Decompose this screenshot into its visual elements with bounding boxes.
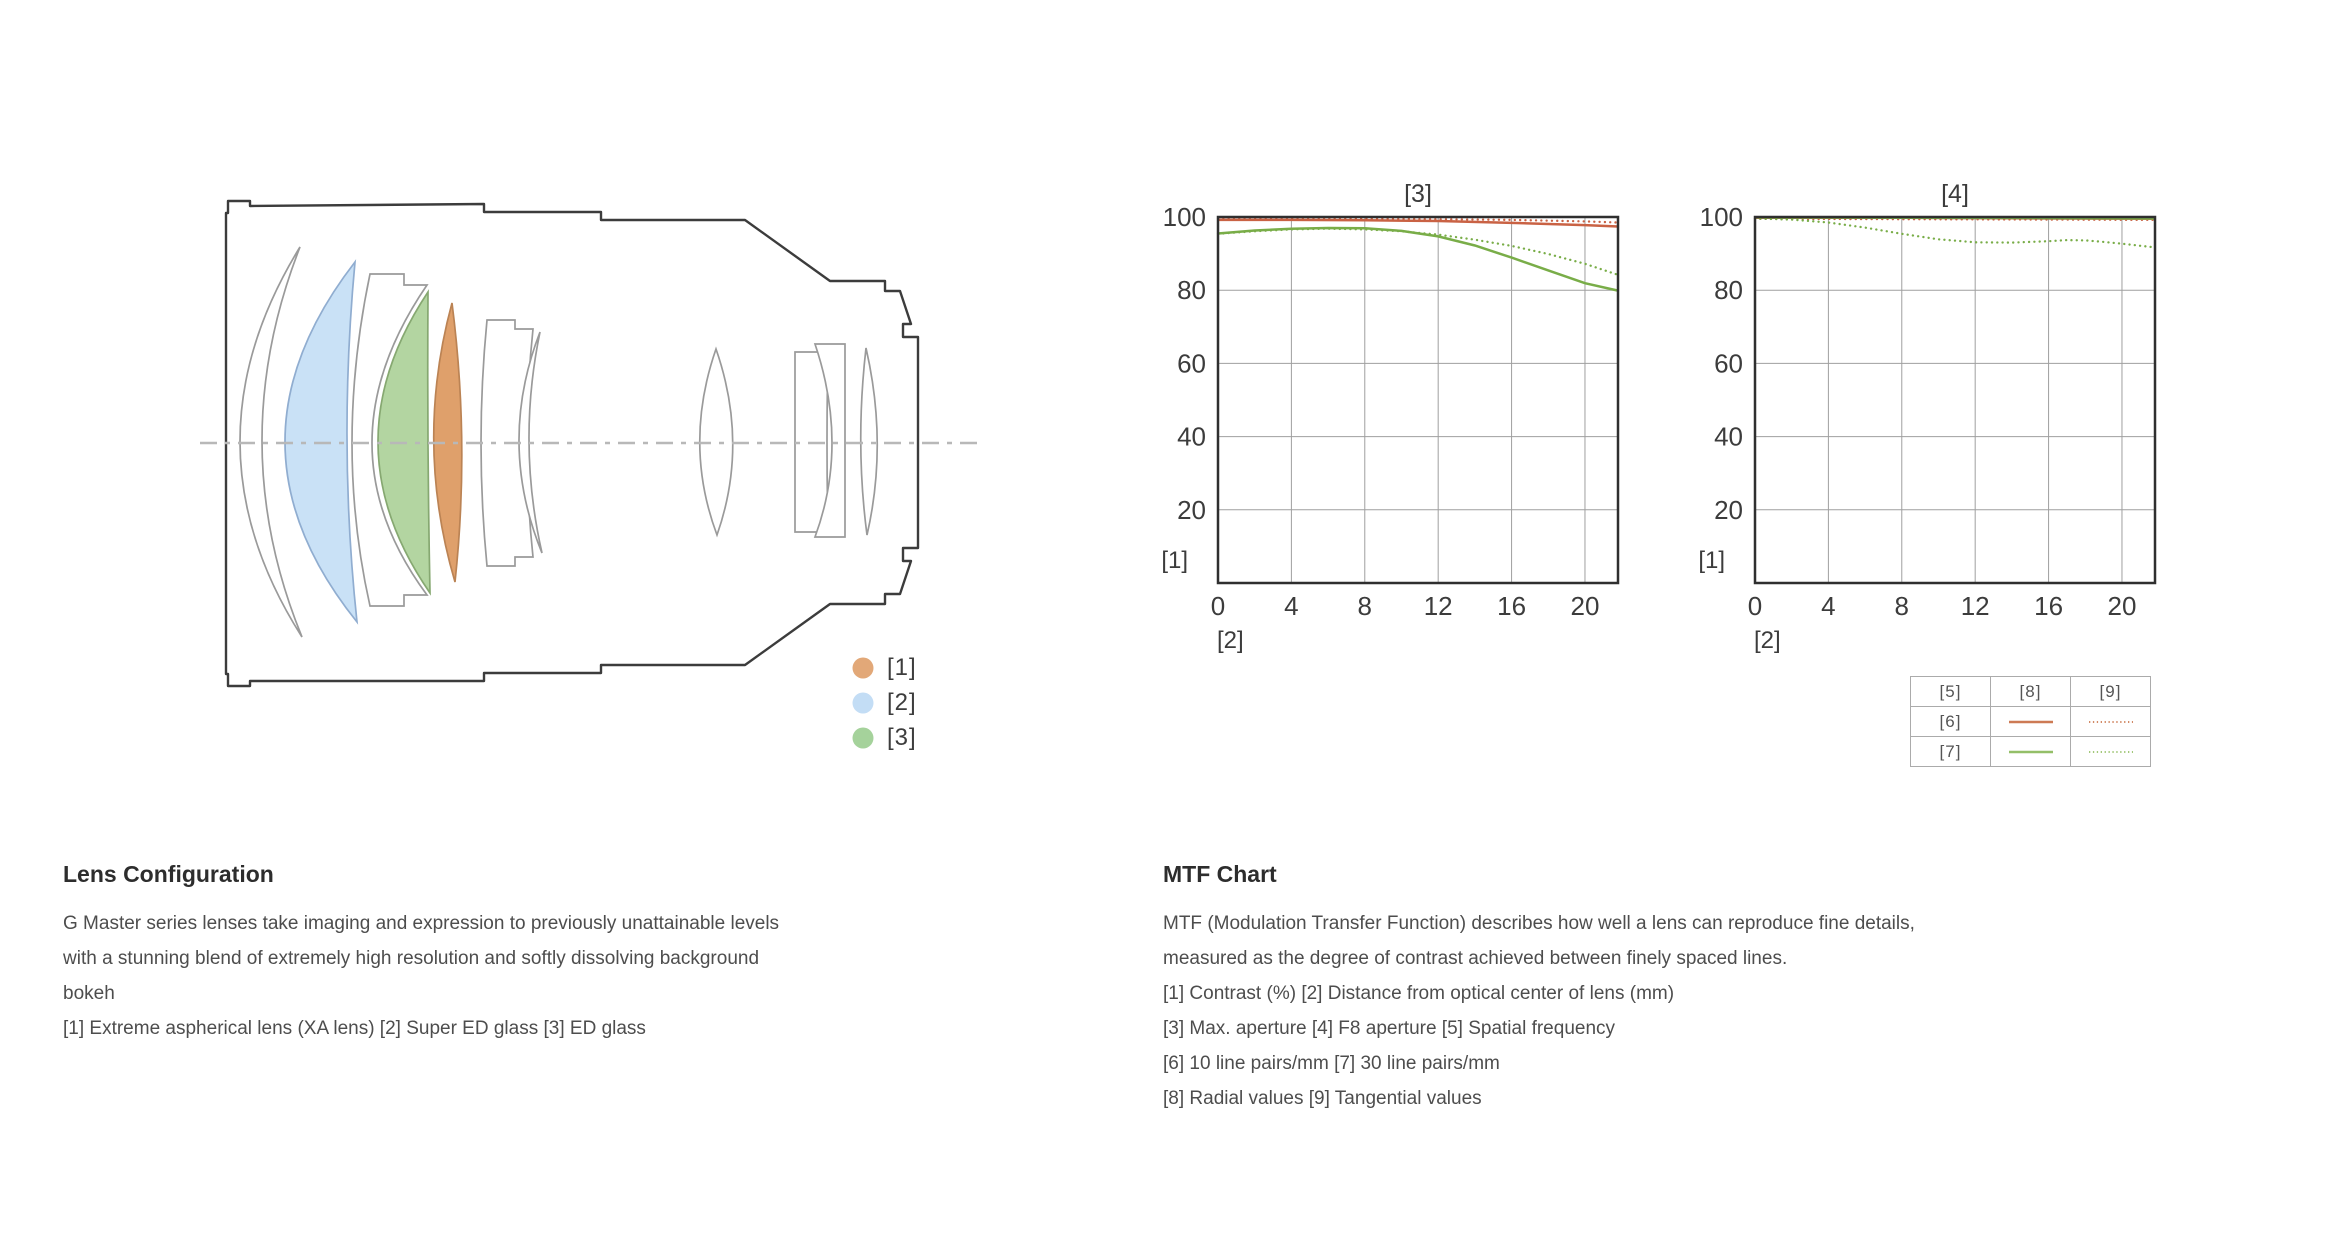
- blue-dot-icon: [852, 692, 874, 713]
- mtf-legend-header-row: [5] [8] [9]: [1911, 677, 2150, 707]
- orange-dot-icon: [852, 657, 874, 678]
- lens-legend-item-2: [2]: [852, 685, 917, 720]
- mtf-legend-cell: [1991, 737, 2071, 766]
- y-tick-label: 60: [1714, 348, 1743, 378]
- dotted-line-swatch-icon: [2088, 720, 2133, 723]
- lens-element-8: [698, 346, 734, 538]
- mtf-legend-row-label: [6]: [1911, 707, 1991, 737]
- mtf-chart-description: MTF (Modulation Transfer Function) descr…: [1163, 913, 1915, 969]
- y-tick-label: 80: [1177, 275, 1206, 305]
- x-tick-label: 20: [1571, 591, 1600, 621]
- y-tick-label: 100: [1163, 202, 1206, 232]
- lens-configuration-heading: Lens Configuration: [63, 861, 274, 887]
- chart-title: [4]: [1941, 180, 1969, 208]
- mtf-legend-row-30lp: [7]: [1911, 737, 2150, 766]
- x-axis-note: [2]: [1754, 627, 1781, 654]
- x-axis-note: [2]: [1217, 627, 1244, 654]
- mtf-legend-table: [5] [8] [9] [6] [7]: [1910, 676, 2151, 767]
- x-tick-label: 16: [1497, 591, 1526, 621]
- x-tick-label: 12: [1961, 591, 1990, 621]
- mtf-legend-header: [9]: [2071, 677, 2150, 707]
- lens-element-3: [351, 273, 429, 607]
- mtf-series-line: [1217, 226, 1619, 292]
- x-tick-label: 20: [2108, 591, 2137, 621]
- lens-configuration-description: G Master series lenses take imaging and …: [63, 913, 780, 1004]
- mtf-series-line: [1216, 227, 1620, 276]
- y-tick-label: 20: [1714, 495, 1743, 525]
- lens-element-xa: [432, 302, 463, 583]
- lens-legend-label: [2]: [887, 688, 917, 716]
- lens-configuration-elements-note: [1] Extreme aspherical lens (XA lens) [2…: [63, 1018, 646, 1039]
- mtf-legend-header: [5]: [1911, 677, 1991, 707]
- mtf-chart-f8-aperture: 0 4 8 12 16 20 20 40 60 80 100 [4] [1] [2]: [1698, 180, 2157, 654]
- x-tick-label: 16: [2034, 591, 2063, 621]
- y-tick-label: 40: [1177, 422, 1206, 452]
- chart-title: [3]: [1404, 180, 1432, 208]
- y-tick-label: 40: [1714, 422, 1743, 452]
- lens-element-11: [859, 347, 879, 536]
- plot-border: [1216, 215, 1620, 585]
- y-tick-label: 60: [1177, 348, 1206, 378]
- green-dot-icon: [852, 727, 874, 748]
- lens-legend-item-1: [1]: [852, 650, 917, 685]
- lens-legend-item-3: [3]: [852, 720, 917, 755]
- x-tick-label: 4: [1821, 591, 1835, 621]
- lens-legend-label: [1]: [887, 653, 917, 681]
- mtf-series-line: [1218, 218, 1619, 228]
- x-tick-label: 0: [1211, 591, 1225, 621]
- lens-cross-section-diagram: [200, 199, 985, 688]
- mtf-series-line: [1216, 217, 1620, 224]
- lens-configuration-section: Lens Configuration G Master series lense…: [63, 859, 1023, 1046]
- x-tick-label: 8: [1358, 591, 1372, 621]
- x-tick-label: 8: [1895, 591, 1909, 621]
- solid-line-swatch-icon: [2008, 750, 2053, 753]
- x-tick-label: 4: [1284, 591, 1298, 621]
- mtf-series-line: [1753, 217, 2157, 249]
- dotted-line-swatch-icon: [2088, 750, 2133, 753]
- mtf-legend-header: [8]: [1991, 677, 2071, 707]
- lens-element-1: [239, 246, 303, 638]
- mtf-chart-notes: [1] Contrast (%) [2] Distance from optic…: [1163, 983, 1675, 1109]
- solid-line-swatch-icon: [2008, 720, 2053, 723]
- mtf-chart-max-aperture: 0 4 8 12 16 20 20 40 60 80 100 [3] [1] [2]: [1161, 180, 1620, 654]
- lens-element-7: [518, 331, 543, 554]
- y-tick-label: 80: [1714, 275, 1743, 305]
- mtf-series-line: [1753, 217, 2157, 222]
- mtf-legend-row-10lp: [6]: [1911, 707, 2150, 737]
- y-axis-note: [1]: [1698, 547, 1725, 574]
- y-tick-label: 20: [1177, 495, 1206, 525]
- plot-border: [1753, 215, 2157, 585]
- mtf-legend-cell: [1991, 707, 2071, 737]
- mtf-legend-row-label: [7]: [1911, 737, 1991, 766]
- mtf-legend-cell: [2071, 737, 2150, 766]
- mtf-chart-heading: MTF Chart: [1163, 861, 1277, 887]
- y-tick-label: 100: [1700, 202, 1743, 232]
- mtf-legend-cell: [2071, 707, 2150, 737]
- mtf-chart-section: MTF Chart MTF (Modulation Transfer Funct…: [1163, 859, 2163, 1116]
- lens-element-10: [813, 343, 846, 538]
- x-tick-label: 12: [1424, 591, 1453, 621]
- lens-legend: [1] [2] [3]: [852, 650, 917, 755]
- lens-legend-label: [3]: [887, 723, 917, 751]
- x-tick-label: 0: [1748, 591, 1762, 621]
- y-axis-note: [1]: [1161, 547, 1188, 574]
